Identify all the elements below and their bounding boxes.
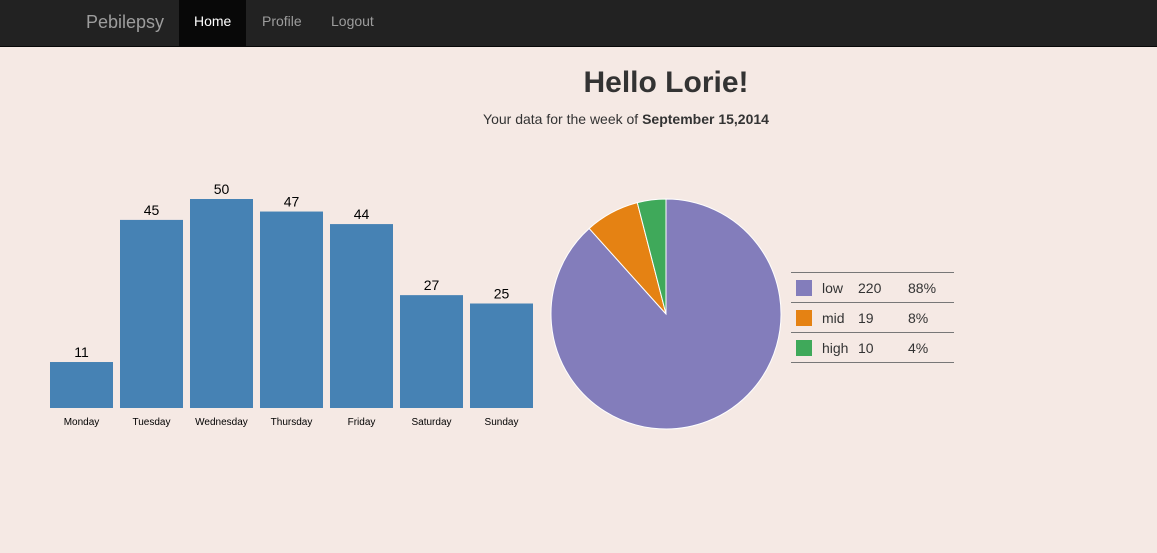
- bar-monday: [50, 362, 113, 408]
- bar-category-label: Tuesday: [133, 417, 171, 428]
- bar-value-label: 50: [214, 181, 230, 197]
- bar-category-label: Saturday: [411, 417, 451, 428]
- legend-swatch: [796, 310, 812, 327]
- legend-percent: 8%: [908, 302, 954, 333]
- bar-value-label: 44: [354, 206, 370, 222]
- legend-percent: 4%: [908, 332, 954, 363]
- legend-count: 220: [858, 272, 908, 303]
- nav-profile[interactable]: Profile: [262, 13, 302, 29]
- pie-legend: low 220 88% mid 19 8% high 10 4%: [791, 272, 954, 363]
- legend-label: low: [822, 272, 858, 303]
- bar-saturday: [400, 295, 463, 408]
- bar-category-label: Thursday: [271, 417, 313, 428]
- bar-friday: [330, 224, 393, 408]
- bar-thursday: [260, 211, 323, 408]
- page-title: Hello Lorie!: [583, 66, 749, 99]
- brand-logo[interactable]: Pebilepsy: [86, 12, 165, 32]
- subtitle-text: Your data for the week of: [483, 111, 643, 127]
- legend-label: mid: [822, 302, 858, 333]
- pie-slice-high: [636, 198, 667, 315]
- bar-value-label: 45: [144, 202, 160, 218]
- legend-row: mid 19 8%: [791, 302, 954, 333]
- bar-wednesday: [190, 199, 253, 408]
- nav-logout[interactable]: Logout: [331, 13, 374, 29]
- bar-value-label: 11: [74, 344, 89, 360]
- legend-swatch: [796, 340, 812, 357]
- legend-percent: 88%: [908, 272, 954, 303]
- bar-tuesday: [120, 219, 183, 408]
- bar-category-label: Friday: [348, 417, 376, 428]
- week-date: September 15,2014: [642, 111, 769, 127]
- bar-category-label: Sunday: [485, 417, 519, 428]
- legend-row: low 220 88%: [791, 272, 954, 303]
- nav-home[interactable]: Home: [179, 0, 247, 46]
- bar-value-label: 27: [424, 277, 440, 293]
- legend-swatch: [796, 280, 812, 297]
- bar-category-label: Wednesday: [195, 417, 248, 428]
- legend-count: 10: [858, 332, 908, 363]
- legend-count: 19: [858, 302, 908, 333]
- bar-value-label: 47: [284, 194, 300, 210]
- legend-label: high: [822, 332, 858, 363]
- bar-sunday: [470, 303, 533, 408]
- legend-row: high 10 4%: [791, 332, 954, 363]
- bar-category-label: Monday: [64, 417, 100, 428]
- subtitle: Your data for the week of September 15,2…: [0, 111, 1157, 127]
- navbar: Pebilepsy Home Profile Logout: [0, 0, 1157, 47]
- bar-value-label: 25: [494, 286, 510, 302]
